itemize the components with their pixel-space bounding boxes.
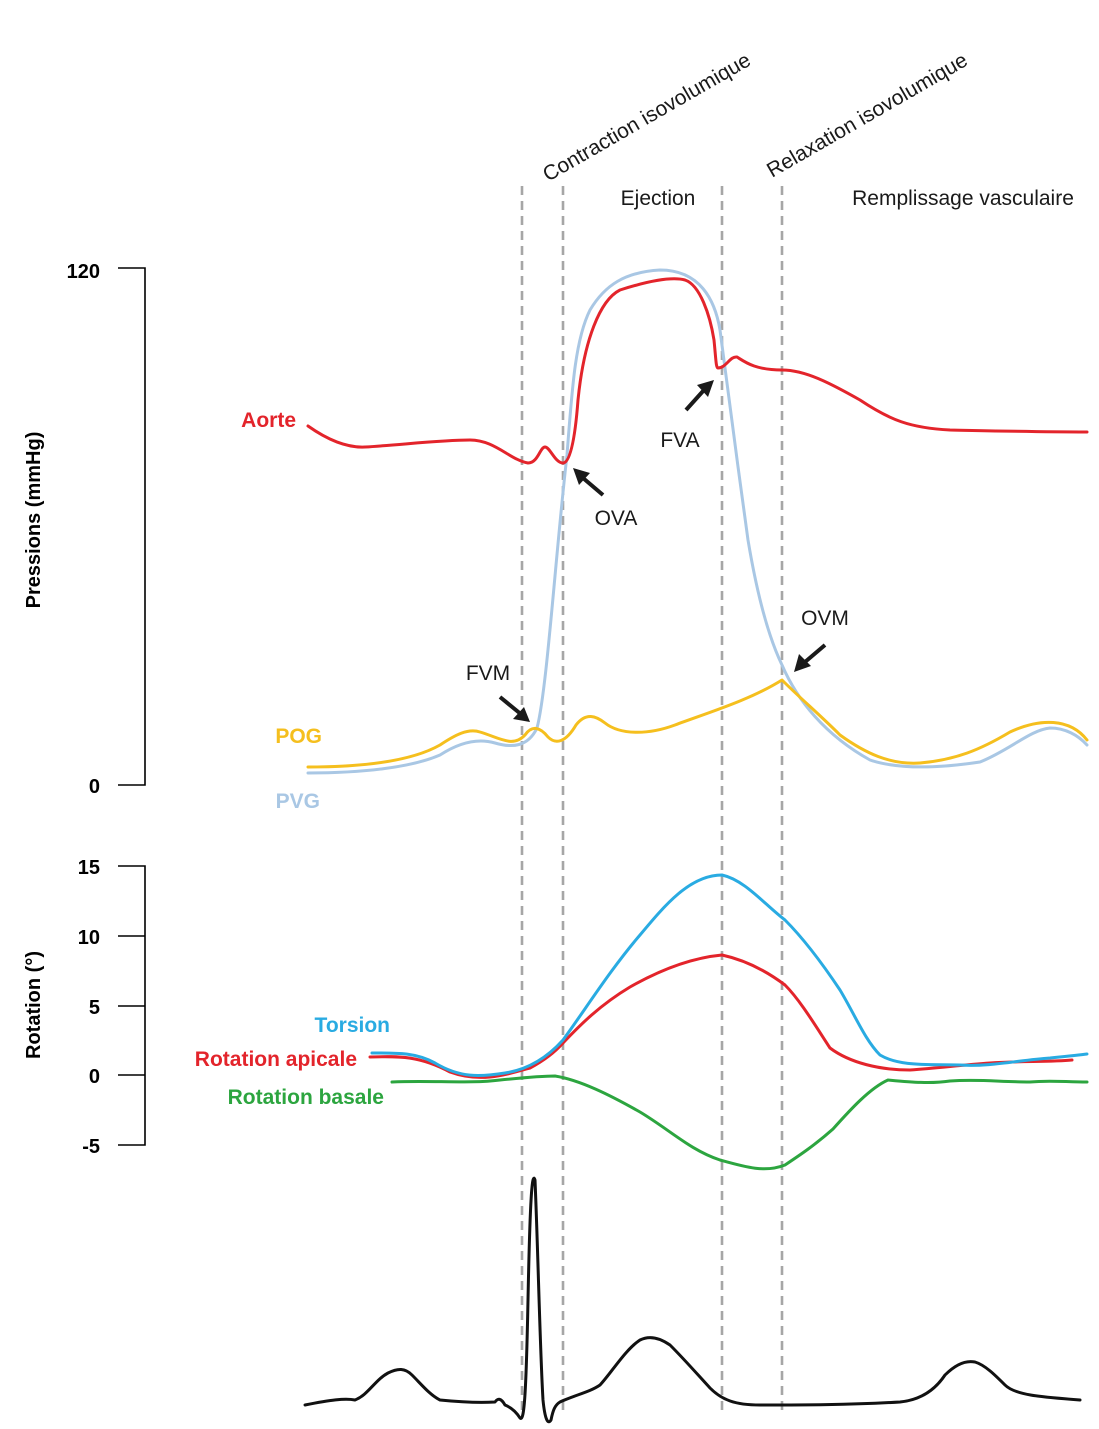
- rotation-axis-title: Rotation (°): [23, 951, 45, 1059]
- phase-separators: [520, 186, 784, 1415]
- series-label-aorte: Aorte: [241, 409, 296, 432]
- valve-annotations: FVM OVA FVA OVM: [466, 380, 849, 722]
- arrow-ovm: [803, 643, 827, 664]
- arrow-fva: [684, 388, 706, 412]
- pressure-axis-line: [118, 267, 146, 786]
- series-label-rotation-apicale: Rotation apicale: [195, 1048, 357, 1071]
- series-line-rotation-apicale: [368, 953, 1074, 1079]
- pressure-tick-0: 0: [89, 776, 100, 798]
- phase-label-relaxation: Relaxation isovolumique: [763, 49, 972, 183]
- series-line-aorte: [306, 277, 1089, 465]
- series-label-torsion: Torsion: [315, 1014, 390, 1037]
- arrowhead-ovm: [794, 654, 811, 672]
- pressure-curves: [306, 268, 1089, 775]
- series-line-pvg: [306, 268, 1089, 775]
- phase-label-ejection: Ejection: [621, 187, 696, 210]
- rotation-tick-minus-5: -5: [82, 1136, 100, 1158]
- phase-label-remplissage: Remplissage vasculaire: [852, 187, 1074, 210]
- arrowhead-ova: [573, 468, 590, 485]
- pressure-tick-120: 120: [67, 261, 100, 283]
- series-label-rotation-basale: Rotation basale: [228, 1086, 384, 1109]
- annotation-fva: FVA: [660, 429, 699, 452]
- arrowhead-fva: [697, 380, 714, 397]
- rotation-tick-5: 5: [89, 997, 100, 1019]
- rotation-axis-line: [118, 865, 146, 1146]
- series-line-pog: [306, 678, 1089, 769]
- rotation-tick-15: 15: [78, 857, 100, 879]
- series-label-pog: POG: [275, 725, 322, 748]
- annotation-ovm: OVM: [801, 607, 849, 630]
- rotation-curves: [368, 873, 1089, 1171]
- series-label-pvg: PVG: [276, 790, 320, 813]
- rotation-tick-0: 0: [89, 1066, 100, 1088]
- annotation-ova: OVA: [595, 507, 638, 530]
- ecg-trace: [303, 1176, 1082, 1424]
- arrow-ova: [581, 476, 605, 497]
- arrowhead-fvm: [513, 707, 530, 722]
- annotation-fvm: FVM: [466, 662, 510, 685]
- arrow-fvm: [498, 695, 524, 717]
- pressure-axis-title: Pressions (mmHg): [23, 432, 45, 609]
- pressure-axis: 120 0 Pressions (mmHg): [23, 261, 146, 798]
- series-line-rotation-basale: [390, 1074, 1089, 1171]
- phase-label-contraction: Contraction isovolumique: [539, 49, 755, 187]
- rotation-axis: 15 10 5 0 -5 Rotation (°): [23, 857, 146, 1158]
- series-line-torsion: [370, 873, 1089, 1078]
- rotation-tick-10: 10: [78, 927, 100, 949]
